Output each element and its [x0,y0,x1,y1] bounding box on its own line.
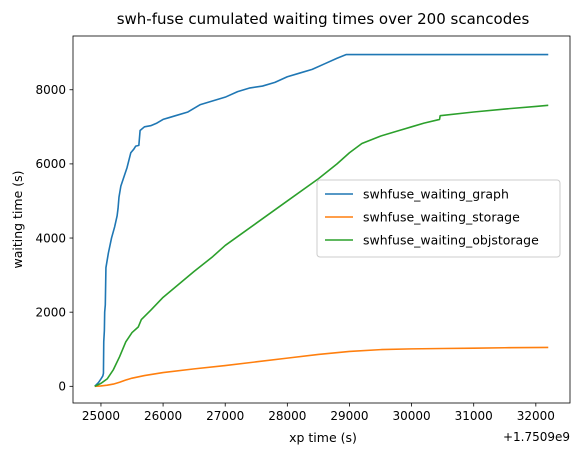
series-layer [94,53,549,388]
y-tick-label: 0 [58,380,66,394]
x-axis: 25000 26000 27000 28000 29000 30000 31000 32000 [82,403,555,423]
y-tick-label: 4000 [35,231,66,245]
x-tick-label: 27000 [206,409,244,423]
x-tick-label: 29000 [330,409,368,423]
plot-frame [72,35,571,404]
x-axis-label: xp time (s) [289,430,357,445]
series-line-swhfuse-waiting-graph [94,53,549,387]
y-tick-label: 2000 [35,305,66,319]
series-line-swhfuse-waiting-storage [94,346,549,388]
legend-label: swhfuse_waiting_graph [363,187,509,202]
legend-entries: swhfuse_waiting_graph swhfuse_waiting_sto… [325,187,539,248]
legend-label: swhfuse_waiting_objstorage [363,233,539,248]
x-tick-label: 32000 [517,409,555,423]
x-tick-label: 26000 [144,409,182,423]
y-axis: 0 2000 4000 6000 8000 [35,83,73,394]
x-tick-label: 25000 [82,409,120,423]
chart-title: swh-fuse cumulated waiting times over 20… [117,10,530,28]
x-tick-label: 31000 [455,409,493,423]
legend-label: swhfuse_waiting_storage [363,210,520,225]
y-tick-label: 8000 [35,83,66,97]
legend: swhfuse_waiting_graph swhfuse_waiting_sto… [316,179,561,258]
legend-box [316,179,561,258]
series-line-swhfuse-waiting-objstorage [94,104,549,388]
y-axis-label: waiting time (s) [10,170,25,268]
y-tick-label: 6000 [35,157,66,171]
x-offset-label: +1.7509e9 [503,430,570,444]
x-tick-label: 30000 [392,409,430,423]
x-tick-label: 28000 [268,409,306,423]
